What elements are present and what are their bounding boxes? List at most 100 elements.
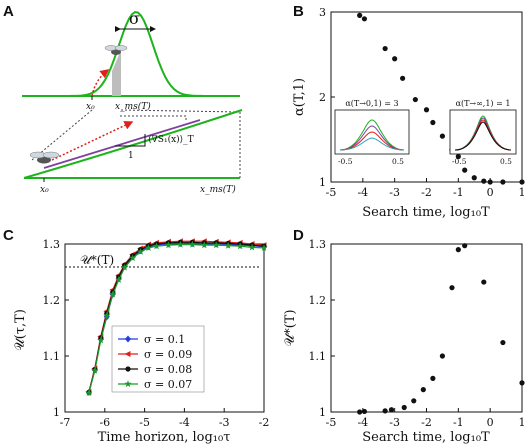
panel-d-point (519, 380, 525, 386)
panel-d-point (361, 408, 368, 415)
panel-c-series-marker (152, 242, 161, 250)
panel-d-ytick-label: 1.3 (309, 238, 327, 251)
x0-label-lower: x₀ (40, 185, 49, 195)
panel-c-series-marker (164, 241, 173, 249)
panel-b-xtick-label: -4 (357, 186, 368, 199)
panel-b-point (487, 179, 493, 185)
panel-d-point (439, 353, 446, 359)
search-arrow-top (91, 69, 110, 97)
panel-d-xtick-label: -4 (357, 416, 368, 429)
panel-c-series-marker (248, 243, 256, 251)
panel-b-point (500, 179, 506, 185)
panel-d-point (357, 409, 363, 415)
panel-d-point (411, 398, 417, 404)
panel-d-ytick-label: 1.1 (309, 350, 327, 363)
panel-d-point (388, 407, 395, 413)
panel-c-xtick-label: -5 (139, 416, 150, 429)
panel-d-xtick-label: 1 (519, 416, 526, 429)
inset-right-tick-left: -0.5 (452, 157, 467, 166)
legend-marker (125, 366, 131, 372)
inset-right-title: α(T→∞,1) = 1 (456, 99, 511, 108)
panel-c-series-marker (224, 241, 232, 249)
panel-c-series-marker (103, 311, 111, 319)
panel-c-ytick-label: 1.2 (43, 294, 61, 307)
panel-b-point (423, 107, 430, 113)
panel-d-frame (330, 243, 523, 413)
panel-c-legend: σ = 0.1 σ = 0.09 σ = 0.08 σ = 0.07 (111, 325, 205, 393)
panel-c-series-marker (115, 276, 123, 283)
panel-c-ylabel: 𝒰(τ,T) (13, 309, 28, 351)
panel-b-xtick-label: 1 (519, 186, 526, 199)
panel-d-xtick-label: -2 (421, 416, 432, 429)
panel-label-b: B (293, 3, 304, 20)
panel-b-point (382, 45, 388, 52)
legend-label: σ = 0.09 (144, 348, 192, 361)
panel-c-series-marker (137, 248, 145, 255)
panel-c-series-marker (121, 263, 129, 271)
panel-b-frame (330, 11, 523, 183)
slope-one-label: 1 (128, 151, 134, 161)
legend-marker (124, 351, 131, 357)
panel-c-ytick-label: 1.3 (43, 238, 61, 251)
inset-right: α(T→∞,1) = 1 -0.5 0.5 (449, 99, 517, 166)
panel-d-xtick-label: -1 (453, 416, 464, 429)
panel-c-series-marker (176, 240, 184, 248)
panel-d-point (401, 404, 407, 411)
panel-b-ytick-label: 2 (319, 91, 326, 104)
insect-icon-lower (29, 151, 60, 164)
inset-left-tick-right: 0.5 (392, 157, 404, 166)
panel-c-series-marker (260, 244, 268, 251)
panel-d-point (382, 408, 388, 414)
panel-b-xtick-label: -1 (453, 186, 464, 199)
panel-c-annotation: 𝒰*(T) (80, 253, 114, 267)
panel-c-series-marker (109, 290, 117, 298)
panel-d-xtick-label: 0 (487, 416, 494, 429)
panel-label-d: D (293, 227, 304, 244)
xms-label-lower: x_ms(T) (200, 184, 236, 195)
panel-c-ytick-label: 1 (53, 406, 60, 419)
panel-c-series-marker (85, 389, 93, 396)
panel-c-xtick-label: -2 (259, 416, 270, 429)
panel-b-point (519, 179, 525, 185)
panel-c-chart: 𝒰*(T) -7 -6 -5 -4 -3 -211.11.21.3 σ = 0.1σ = … (13, 238, 269, 445)
panel-d-point (420, 387, 426, 393)
panel-d-ytick-label: 1.2 (309, 294, 327, 307)
zoom-line-left (31, 109, 93, 161)
slope-line (43, 119, 201, 169)
panel-b-point (430, 119, 436, 126)
inset-left-title: α(T→0,1) = 3 (345, 99, 398, 108)
panel-c-series-marker (91, 366, 99, 374)
slope-label: ⟨∇S₁(x)⟩_T (148, 134, 194, 145)
panel-c-xtick-label: -7 (60, 416, 71, 429)
panel-c-xtick-label: -3 (219, 416, 230, 429)
panel-c-xtick-label: -4 (179, 416, 190, 429)
inset-left-tick-left: -0.5 (338, 157, 353, 166)
zoom-curve (23, 109, 243, 179)
legend-marker (125, 335, 131, 343)
inset-right-tick-right: 0.5 (500, 157, 512, 166)
panel-d-point (430, 375, 436, 381)
search-arrow-bottom (51, 121, 134, 161)
panel-b-xtick-label: -5 (326, 186, 337, 199)
panel-b-xlabel: Search time, log₁₀T (362, 205, 490, 220)
panel-c-series-marker (236, 242, 244, 250)
panel-label-c: C (3, 227, 14, 244)
panel-d-xtick-label: -3 (389, 416, 400, 429)
panel-b-point (412, 96, 418, 103)
panel-b-point (455, 153, 461, 160)
panel-b-point (357, 12, 363, 18)
panel-b-point (439, 133, 446, 139)
x0-label: x₀ (86, 102, 95, 112)
panel-a-schematic: σ x₀ x_ms(T) 1 ⟨∇S₁(x)⟩_T (22, 9, 243, 195)
panel-b-point (462, 167, 468, 173)
panel-b-point (361, 16, 368, 22)
slope-triangle (115, 134, 146, 147)
panel-b-chart: -5 -4 -3 -2 -1 0 1 1 2 3 Search time, log₁₀T α(T,… (292, 6, 526, 220)
panel-b-point (481, 178, 487, 184)
panel-b-point (392, 56, 398, 62)
panel-c-series-marker (200, 241, 208, 249)
shaded-area (112, 50, 121, 96)
panel-b-ylabel: α(T,1) (292, 78, 307, 116)
panel-c-series-marker (188, 240, 196, 248)
